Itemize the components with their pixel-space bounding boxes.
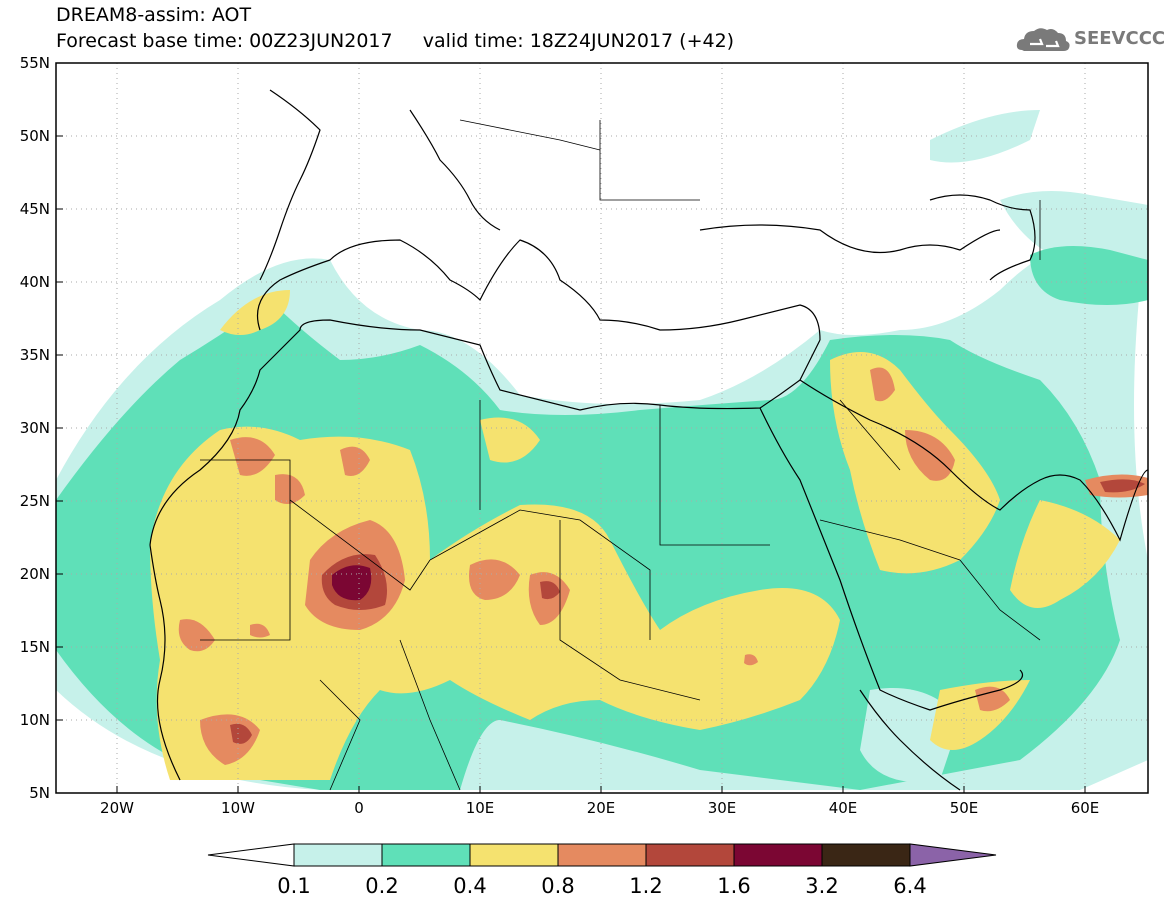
legend-label: 0.8 [541,874,574,898]
lat-label: 40N [20,273,50,291]
lat-label: 5N [29,784,50,802]
seevccc-logo: SEEVCCC [1016,24,1165,56]
lon-label: 10W [221,799,255,817]
forecast-time-info: Forecast base time: 00Z23JUN2017 valid t… [56,30,735,52]
legend-label: 3.2 [805,874,838,898]
legend-swatch [381,843,471,867]
legend-swatch [469,843,559,867]
lon-label: 50E [950,799,979,817]
lon-label: 20W [100,799,134,817]
legend-bar [207,843,997,867]
coastlines [149,89,1148,791]
axis-ticks [56,62,1086,793]
lat-label: 15N [20,638,50,656]
country-borders [200,119,1041,791]
longitude-labels: 20W 10W 0 10E 20E 30E 40E 50E 60E [100,799,1099,817]
legend-label: 0.2 [365,874,398,898]
graticule [56,63,1148,793]
lon-label: 10E [466,799,495,817]
lon-label: 60E [1071,799,1100,817]
legend-arrow-low [207,843,295,867]
legend-label: 6.4 [893,874,926,898]
lat-label: 25N [20,492,50,510]
lon-label: 40E [829,799,858,817]
lat-label: 45N [20,200,50,218]
legend-label: 1.6 [717,874,750,898]
lat-label: 50N [20,127,50,145]
lon-label: 0 [354,799,364,817]
legend-swatch [293,843,383,867]
legend-arrow-high [909,843,997,867]
legend-label: 0.4 [453,874,486,898]
legend-labels: 0.1 0.2 0.4 0.8 1.2 1.6 3.2 6.4 [277,874,926,898]
lat-label: 10N [20,711,50,729]
lat-label: 30N [20,419,50,437]
logo-text: SEEVCCC [1074,28,1165,49]
legend-swatch [733,843,823,867]
legend-label: 0.1 [277,874,310,898]
legend-label: 1.2 [629,874,662,898]
lat-label: 20N [20,565,50,583]
lat-label: 35N [20,346,50,364]
chart-title: DREAM8-assim: AOT [56,4,252,26]
lon-label: 20E [587,799,616,817]
legend-swatch [821,843,911,867]
lat-label: 55N [20,54,50,72]
lon-label: 30E [708,799,737,817]
latitude-labels: 55N 50N 45N 40N 35N 30N 25N 20N 15N 10N … [20,54,50,802]
legend-swatch [557,843,647,867]
cloud-icon [1016,28,1070,51]
legend-swatch [645,843,735,867]
